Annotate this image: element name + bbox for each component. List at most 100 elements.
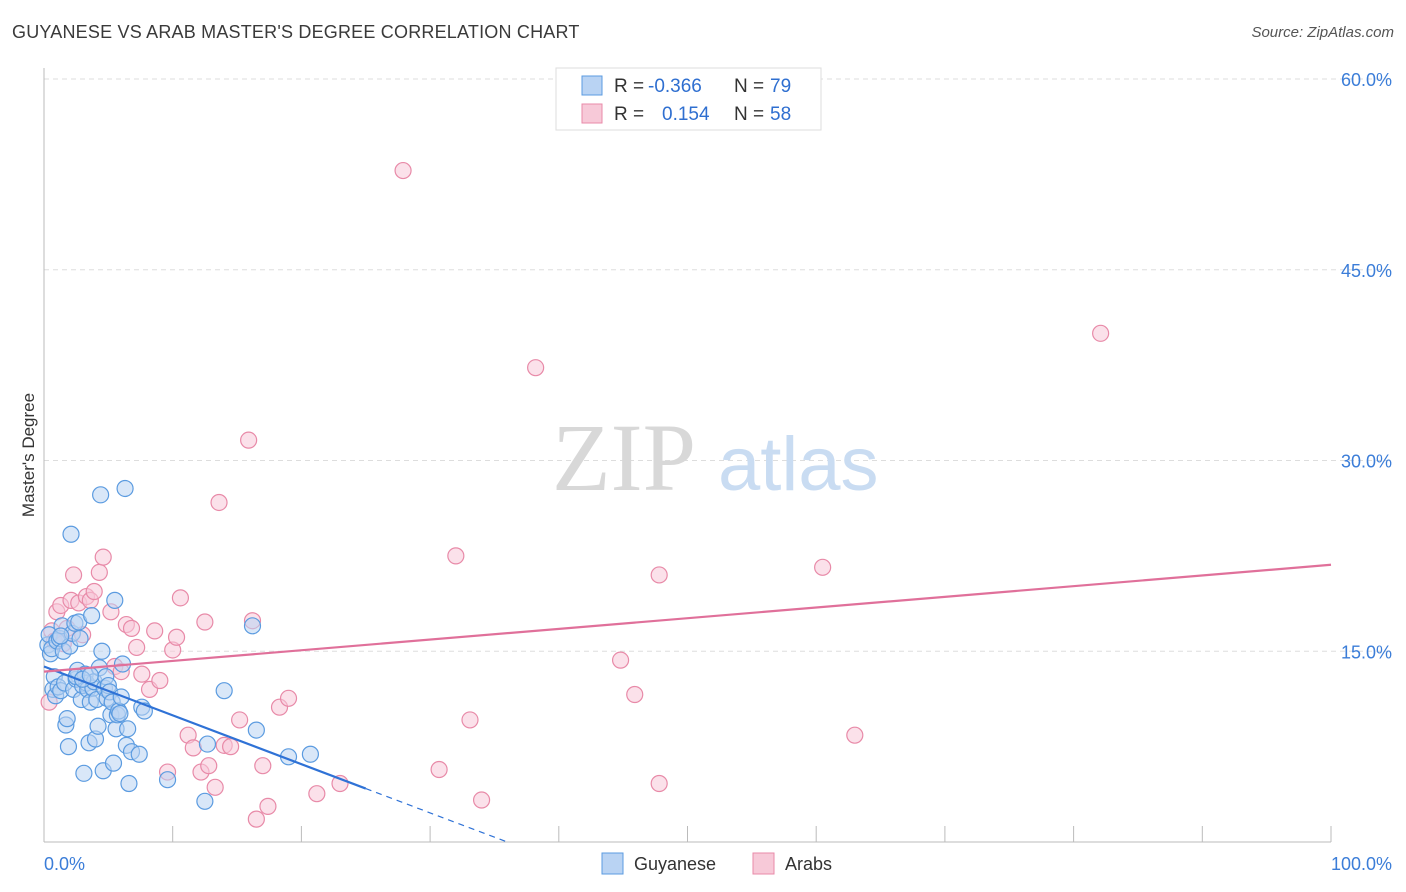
point-arabs	[85, 582, 103, 601]
legend-r-value-2: 0.154	[662, 104, 710, 125]
legend-n-value-1: 79	[770, 76, 791, 97]
point-arabs	[279, 689, 298, 707]
legend-n-label-1: N =	[734, 76, 764, 97]
point-guyanese	[58, 710, 76, 728]
point-arabs	[133, 665, 151, 683]
point-arabs	[222, 738, 240, 756]
point-guyanese	[93, 642, 111, 660]
point-arabs	[626, 685, 644, 704]
point-arabs	[206, 778, 224, 796]
point-guyanese	[116, 479, 134, 498]
point-guyanese	[198, 735, 217, 753]
point-arabs	[308, 785, 326, 803]
legend-bottom: Guyanese Arabs	[601, 852, 832, 875]
point-guyanese	[89, 717, 107, 735]
point-guyanese	[106, 591, 124, 609]
y-tick-label: 15.0%	[1341, 642, 1392, 662]
point-guyanese	[196, 792, 214, 810]
point-arabs	[90, 563, 108, 582]
point-arabs	[200, 757, 218, 775]
point-guyanese	[119, 720, 137, 738]
point-guyanese	[215, 682, 233, 700]
legend-swatch-guyanese	[581, 75, 603, 96]
point-guyanese	[247, 721, 265, 739]
point-arabs	[430, 760, 448, 779]
point-arabs	[650, 774, 668, 793]
point-arabs	[247, 810, 265, 828]
legend-swatch-arabs	[581, 103, 603, 124]
point-arabs	[240, 431, 258, 449]
point-arabs	[394, 161, 412, 180]
gridlines	[44, 78, 1392, 652]
x-tick-label: 100.0%	[1331, 854, 1392, 874]
point-guyanese	[112, 688, 130, 706]
point-guyanese	[111, 704, 129, 723]
x-tick-labels: 0.0% 100.0%	[44, 854, 1392, 874]
point-guyanese	[92, 486, 110, 504]
bottom-legend-swatch-arabs	[752, 852, 775, 875]
trend-lines	[43, 563, 1332, 843]
watermark-atlas: atlas	[718, 422, 879, 507]
point-guyanese	[120, 774, 138, 793]
point-arabs	[122, 619, 141, 637]
point-arabs	[94, 548, 112, 566]
point-arabs	[167, 628, 186, 646]
point-arabs	[472, 791, 491, 809]
point-arabs	[65, 566, 83, 584]
legend-n-label-2: N =	[734, 104, 764, 125]
point-arabs	[259, 797, 277, 815]
bottom-legend-swatch-guyanese	[601, 852, 624, 875]
point-arabs	[254, 757, 272, 775]
y-tick-label: 30.0%	[1341, 452, 1392, 472]
chart-title: GUYANESE VS ARAB MASTER'S DEGREE CORRELA…	[12, 22, 580, 42]
point-arabs	[527, 359, 545, 377]
point-arabs	[171, 589, 190, 607]
point-guyanese	[130, 745, 148, 763]
trend-line-guyanese-extension	[365, 788, 508, 843]
point-arabs	[447, 547, 465, 565]
point-arabs	[814, 558, 832, 576]
point-arabs	[210, 493, 228, 512]
watermark: ZIP atlas	[552, 404, 879, 511]
point-guyanese	[83, 607, 101, 625]
y-tick-label: 60.0%	[1341, 70, 1392, 90]
point-arabs	[128, 638, 146, 657]
bottom-legend-label-guyanese: Guyanese	[634, 854, 716, 874]
point-guyanese	[71, 629, 89, 648]
point-guyanese	[62, 525, 80, 543]
y-axis-label: Master's Degree	[19, 393, 38, 517]
trend-line-guyanese	[43, 665, 367, 790]
axes	[43, 68, 1332, 843]
point-guyanese	[75, 764, 93, 782]
data-points	[39, 161, 1110, 828]
point-arabs	[611, 651, 630, 669]
y-tick-label: 45.0%	[1341, 261, 1392, 281]
legend-top: R = -0.366 N = 79 R = 0.154 N = 58	[555, 67, 822, 131]
legend-r-value-1: -0.366	[648, 76, 702, 97]
y-tick-labels: 15.0% 30.0% 45.0% 60.0%	[1341, 70, 1392, 662]
x-tick-label: 0.0%	[44, 854, 85, 874]
point-guyanese	[59, 738, 78, 756]
point-arabs	[151, 671, 169, 690]
point-arabs	[650, 566, 668, 584]
trend-line-arabs	[43, 563, 1332, 673]
point-guyanese	[301, 745, 320, 763]
source-credit: Source: ZipAtlas.com	[1251, 24, 1394, 41]
point-guyanese	[104, 754, 123, 772]
legend-r-label-1: R =	[614, 76, 644, 97]
bottom-legend-label-arabs: Arabs	[785, 854, 832, 874]
point-arabs	[146, 622, 164, 640]
point-arabs	[1092, 324, 1110, 342]
point-guyanese	[243, 617, 262, 635]
point-arabs	[461, 711, 479, 729]
point-guyanese	[52, 627, 70, 645]
watermark-zip: ZIP	[552, 404, 696, 511]
legend-r-label-2: R =	[614, 104, 644, 125]
point-arabs	[846, 726, 864, 744]
legend-n-value-2: 58	[770, 104, 791, 125]
point-arabs	[231, 711, 249, 729]
point-arabs	[196, 613, 214, 631]
point-arabs	[184, 739, 202, 757]
point-guyanese	[158, 771, 177, 789]
